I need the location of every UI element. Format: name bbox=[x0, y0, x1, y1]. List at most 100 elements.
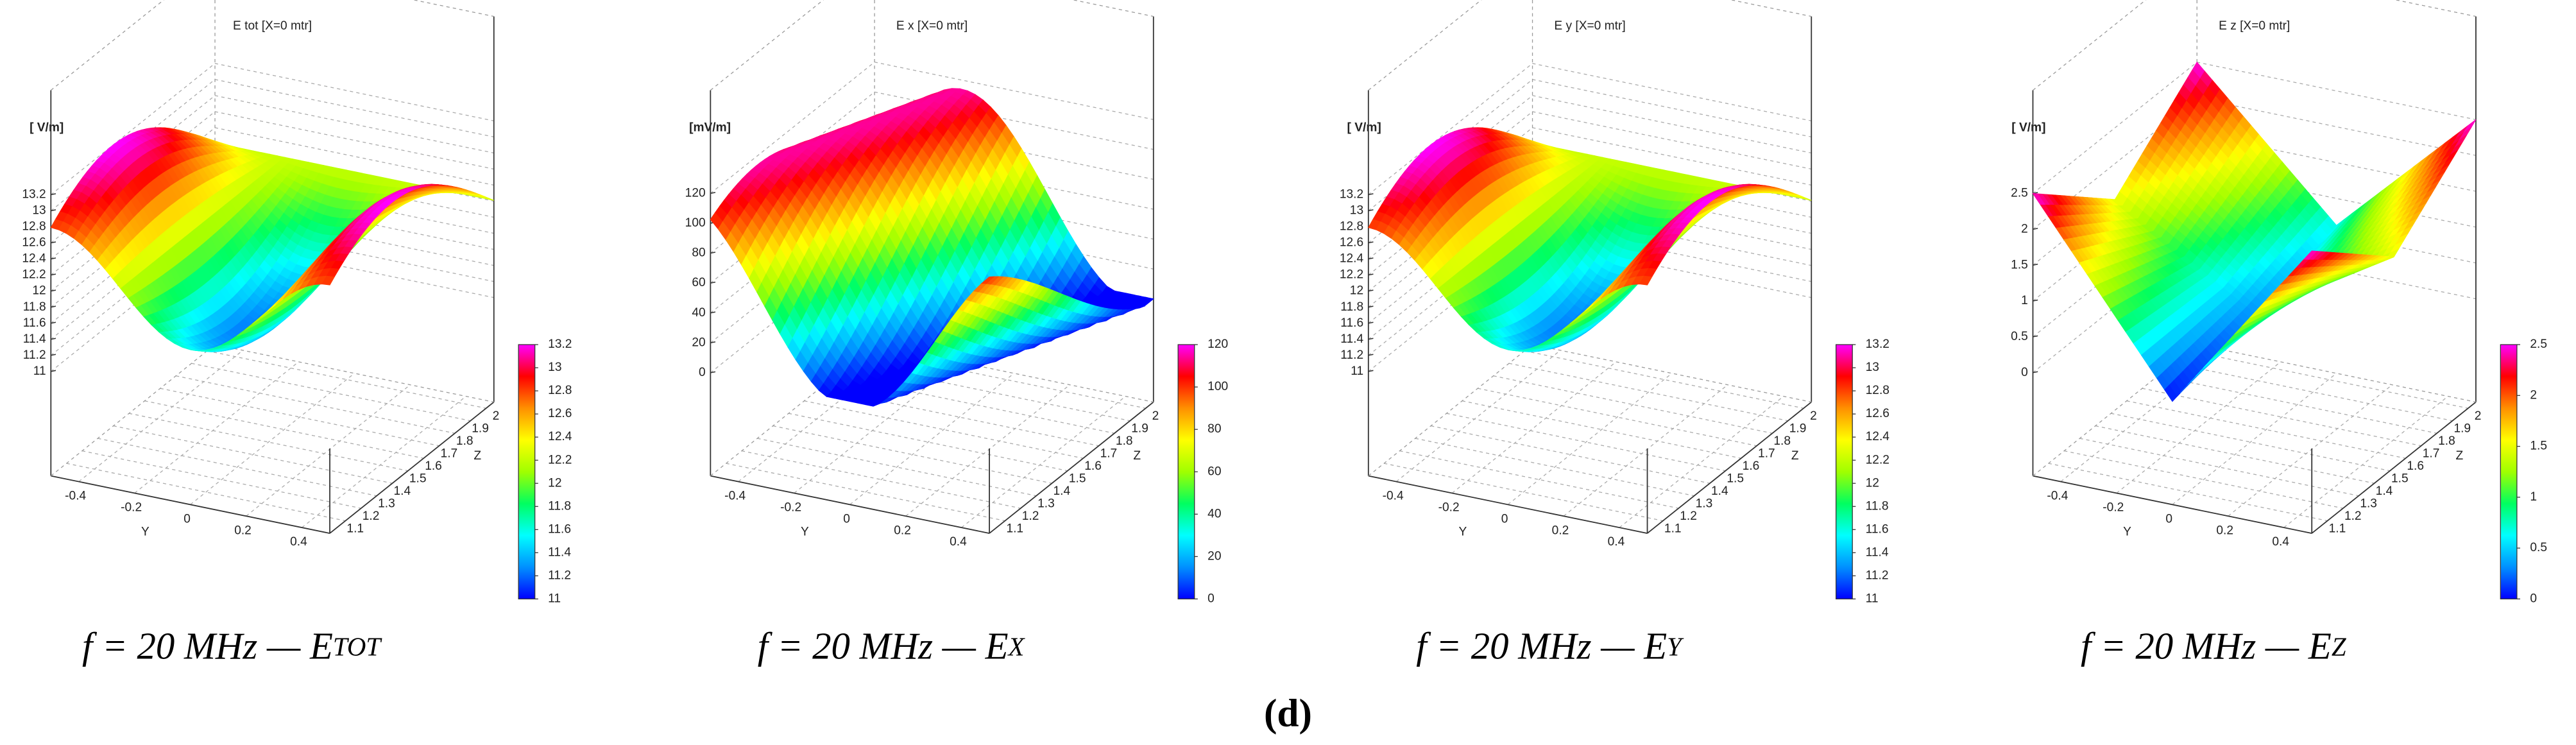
z-tick-label: 1.4 bbox=[2376, 484, 2393, 498]
axis-line bbox=[1646, 401, 1812, 534]
z-tick-label: 1.7 bbox=[441, 447, 458, 461]
tick-mark bbox=[51, 370, 56, 372]
v-tick-label: 11.2 bbox=[23, 348, 46, 362]
z-tick-label: 1.2 bbox=[1680, 510, 1697, 523]
surface bbox=[1368, 127, 1812, 352]
figure-label: (d) bbox=[1264, 692, 1312, 735]
y-tick-label: -0.4 bbox=[1383, 490, 1404, 503]
box-line bbox=[2033, 0, 2147, 91]
y-axis-label: Y bbox=[2123, 525, 2131, 538]
y-tick-label: 0.2 bbox=[234, 524, 252, 537]
grid-line bbox=[207, 350, 486, 409]
axis-line bbox=[2311, 401, 2477, 534]
caption-subscript: TOT bbox=[333, 633, 383, 662]
colorbar-tick-label: 11.2 bbox=[1866, 569, 1889, 582]
y-tick-label: 0.4 bbox=[950, 535, 967, 549]
v-tick-label: 12.4 bbox=[1340, 252, 1364, 266]
grid-line bbox=[726, 463, 1005, 522]
colorbar-tick-label: 12.8 bbox=[548, 384, 572, 397]
colorbar bbox=[1835, 344, 1853, 600]
colorbar-tick-label: 40 bbox=[1207, 507, 1221, 520]
z-tick-label: 1.5 bbox=[1069, 472, 1086, 486]
z-tick-label: 1.7 bbox=[2423, 447, 2440, 461]
caption: f = 20 MHz — EX bbox=[758, 625, 1026, 667]
panel: E z [X=0 mtr][ V/m]00.511.522.5-0.4-0.20… bbox=[2011, 0, 2547, 667]
z-tick-label: 1.9 bbox=[1789, 422, 1807, 436]
box-line bbox=[2394, 0, 2477, 17]
colorbar bbox=[518, 344, 536, 600]
colorbar-tick-label: 13 bbox=[1866, 361, 1879, 374]
panel: E x [X=0 mtr][mV/m]020406080100120-0.4-0… bbox=[685, 0, 1228, 667]
colorbar-tick-label: 20 bbox=[1207, 549, 1221, 563]
v-tick-label: 11 bbox=[33, 364, 46, 378]
tick-mark bbox=[51, 241, 56, 244]
colorbar-tick-label: 12.2 bbox=[548, 453, 572, 467]
y-tick-label: -0.2 bbox=[2103, 501, 2124, 515]
z-tick-label: 1.4 bbox=[1053, 484, 1071, 498]
v-tick-label: 11.8 bbox=[1340, 300, 1363, 314]
box-line bbox=[1071, 0, 1154, 17]
caption-text: f = 20 MHz — E bbox=[758, 625, 1009, 667]
z-tick-label: 1.4 bbox=[1711, 484, 1728, 498]
panel: E tot [X=0 mtr][ V/m]1111.211.411.611.81… bbox=[22, 0, 572, 667]
v-tick-label: 12.6 bbox=[22, 236, 46, 250]
grid-line bbox=[160, 388, 439, 447]
v-tick-label: 12.2 bbox=[1340, 268, 1363, 282]
v-tick-label: 12.8 bbox=[1340, 220, 1363, 234]
v-tick-label: 12.2 bbox=[22, 268, 46, 282]
v-tick-label: 2.5 bbox=[2011, 187, 2028, 200]
colorbar-tick-label: 11.6 bbox=[1866, 522, 1889, 536]
colorbar-tick-label: 120 bbox=[1207, 338, 1228, 351]
chart-title: E tot [X=0 mtr] bbox=[233, 19, 312, 33]
y-tick-label: -0.2 bbox=[780, 501, 801, 515]
v-tick-label: 12.4 bbox=[22, 252, 46, 266]
z-tick-label: 1.3 bbox=[2360, 497, 2377, 511]
colorbar-tick-label: 13.2 bbox=[548, 338, 572, 351]
colorbar-tick-label: 11 bbox=[548, 592, 561, 605]
y-tick-label: 0.2 bbox=[2216, 524, 2233, 537]
z-axis-label: Z bbox=[1791, 449, 1799, 463]
z-axis-label: Z bbox=[473, 449, 481, 463]
colorbar-tick-label: 100 bbox=[1207, 380, 1228, 393]
y-tick-label: 0 bbox=[2165, 512, 2172, 526]
tick-mark bbox=[51, 354, 56, 356]
colorbar-tick-label: 80 bbox=[1207, 422, 1221, 436]
tick-mark bbox=[51, 193, 56, 196]
caption: f = 20 MHz — ETOT bbox=[82, 625, 382, 667]
tick-mark bbox=[51, 305, 56, 308]
surface bbox=[50, 127, 494, 352]
colorbar-tick-label: 11.6 bbox=[548, 522, 571, 536]
z-tick-label: 2 bbox=[493, 409, 500, 423]
axis-line bbox=[329, 401, 495, 534]
colorbar-tick-label: 12.4 bbox=[548, 430, 572, 443]
caption-subscript: X bbox=[1007, 633, 1026, 662]
box-line bbox=[412, 0, 494, 17]
y-tick-label: 0.4 bbox=[290, 535, 307, 549]
v-tick-label: 11.8 bbox=[23, 300, 46, 314]
grid-line bbox=[144, 400, 424, 459]
y-tick-label: 0 bbox=[1501, 512, 1508, 526]
chart-title: E z [X=0 mtr] bbox=[2219, 19, 2290, 33]
z-tick-label: 1.3 bbox=[1696, 497, 1713, 511]
caption-text: f = 20 MHz — E bbox=[1416, 625, 1667, 667]
v-tick-label: 11.6 bbox=[1340, 316, 1363, 330]
colorbar bbox=[1177, 344, 1195, 600]
colorbar-tick-label: 12 bbox=[1866, 476, 1879, 490]
v-tick-label: 2 bbox=[2021, 222, 2028, 235]
colorbar-tick-label: 11.2 bbox=[548, 569, 571, 582]
z-tick-label: 1.7 bbox=[1100, 447, 1118, 461]
colorbar-tick-label: 13.2 bbox=[1866, 338, 1889, 351]
y-tick-label: 0 bbox=[183, 512, 191, 526]
chart-title: E y [X=0 mtr] bbox=[1554, 19, 1625, 33]
v-tick-label: 11.6 bbox=[23, 316, 46, 330]
y-tick-label: 0.4 bbox=[2272, 535, 2289, 549]
v-tick-label: 12.6 bbox=[1340, 236, 1363, 250]
z-tick-label: 1.9 bbox=[472, 422, 489, 436]
v-tick-label: 40 bbox=[692, 306, 705, 320]
colorbar-tick-label: 11 bbox=[1866, 592, 1879, 605]
z-tick-label: 1.3 bbox=[378, 497, 395, 511]
y-tick-label: -0.2 bbox=[1438, 501, 1460, 515]
v-tick-label: 100 bbox=[685, 216, 706, 230]
colorbar-tick-label: 12.2 bbox=[1866, 453, 1889, 467]
